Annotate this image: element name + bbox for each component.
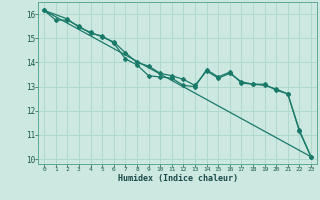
X-axis label: Humidex (Indice chaleur): Humidex (Indice chaleur) — [118, 174, 238, 183]
